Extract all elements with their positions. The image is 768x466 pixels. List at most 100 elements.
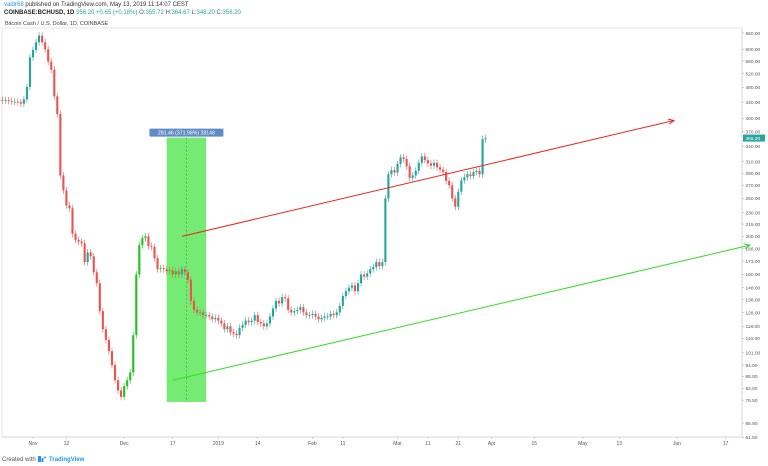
price-tick-label: 148.00: [746, 286, 761, 292]
candle: [399, 157, 402, 164]
candle: [238, 327, 241, 336]
candle: [454, 198, 457, 207]
candle: [150, 246, 153, 247]
candle: [192, 300, 196, 310]
candle: [183, 269, 186, 273]
candle: [104, 329, 107, 340]
price-tick-label: 290.00: [746, 171, 761, 177]
symbol-label: COINBASE:BCHUSD, 1D: [4, 10, 75, 16]
candle: [363, 274, 366, 277]
candle: [110, 351, 114, 366]
price-tick-label: 76.50: [746, 398, 758, 404]
candle: [393, 170, 396, 173]
candle: [65, 190, 68, 206]
candle: [165, 269, 168, 272]
candle: [408, 166, 411, 178]
candle: [341, 295, 344, 306]
candle: [44, 42, 47, 50]
candle: [132, 335, 135, 373]
low-value: 348.20: [196, 10, 215, 16]
candle: [460, 180, 463, 192]
candle: [123, 386, 126, 397]
candle: [329, 313, 332, 317]
candle: [469, 174, 472, 177]
candle: [372, 267, 375, 270]
candle: [77, 239, 80, 242]
candle: [208, 315, 211, 317]
candle: [223, 323, 226, 330]
time-tick-label: 11: [425, 441, 430, 447]
candle: [451, 185, 454, 199]
candle: [71, 208, 74, 234]
candle: [381, 262, 384, 267]
candle: [384, 198, 387, 263]
price-tick-label: 82.00: [746, 386, 758, 392]
current-price-tag: [743, 134, 765, 142]
candle: [199, 312, 202, 314]
candle: [442, 169, 445, 172]
footer: Created with TradingView: [2, 456, 84, 463]
price-tick-label: 94.00: [746, 363, 758, 369]
high-value: 364.67: [171, 10, 190, 16]
candle: [347, 287, 350, 292]
candle: [47, 49, 50, 62]
plot-area: [1, 27, 743, 438]
ohlc-line: COINBASE:BCHUSD, 1D 356.20 +0.65 (+0.18%…: [4, 9, 744, 17]
tradingview-brand[interactable]: TradingView: [49, 457, 85, 463]
candle: [53, 69, 56, 97]
published-text: published on TradingView.com, May 13, 20…: [25, 2, 189, 8]
high-label: H:: [165, 10, 172, 16]
candle: [59, 114, 62, 176]
time-tick-label: Jun: [673, 441, 681, 447]
candle: [411, 175, 414, 178]
candle: [116, 380, 120, 391]
candle: [83, 243, 86, 263]
candle: [226, 326, 229, 330]
candle: [311, 313, 314, 316]
candle: [423, 156, 426, 161]
lower-trendline: [172, 244, 751, 381]
candle: [281, 297, 284, 304]
candle: [481, 139, 484, 175]
candle: [299, 307, 302, 310]
candle: [113, 365, 117, 381]
time-tick-label: 13: [617, 441, 623, 447]
candle: [4, 100, 7, 101]
created-with-text: Created with: [2, 457, 36, 463]
candle: [13, 101, 16, 103]
candle: [129, 372, 132, 381]
current-price-label: 356.20: [746, 136, 761, 142]
time-tick-label: 2019: [213, 441, 224, 447]
candle: [16, 101, 19, 103]
candle: [417, 162, 420, 171]
candle: [420, 156, 423, 163]
time-tick-label: 17: [723, 441, 729, 447]
candle: [426, 160, 429, 164]
candle: [31, 49, 35, 58]
candle: [177, 271, 180, 275]
candle: [244, 320, 247, 325]
candle: [259, 322, 262, 324]
chart-subtitle: Bitcoin Cash / U.S. Dollar, 1D, COINBASE: [5, 21, 109, 27]
author-link[interactable]: valdr68: [4, 2, 24, 8]
time-tick-label: Dec: [120, 441, 129, 447]
candle: [7, 100, 10, 101]
candle: [356, 283, 360, 292]
close-value: 356.20: [222, 10, 241, 16]
candle: [186, 272, 189, 280]
candle: [141, 238, 144, 246]
candle: [217, 317, 220, 321]
candle: [335, 312, 338, 316]
chart-header: valdr68 published on TradingView.com, Ma…: [4, 1, 744, 17]
candle: [211, 316, 214, 320]
candle: [429, 163, 433, 166]
candle: [153, 246, 156, 259]
candle: [171, 270, 174, 275]
candle: [274, 300, 278, 309]
candle: [138, 245, 141, 275]
price-tick-label: 101.00: [746, 351, 761, 357]
candle: [296, 309, 299, 312]
candle: [466, 174, 469, 178]
price-tick-label: 138.00: [746, 297, 761, 303]
